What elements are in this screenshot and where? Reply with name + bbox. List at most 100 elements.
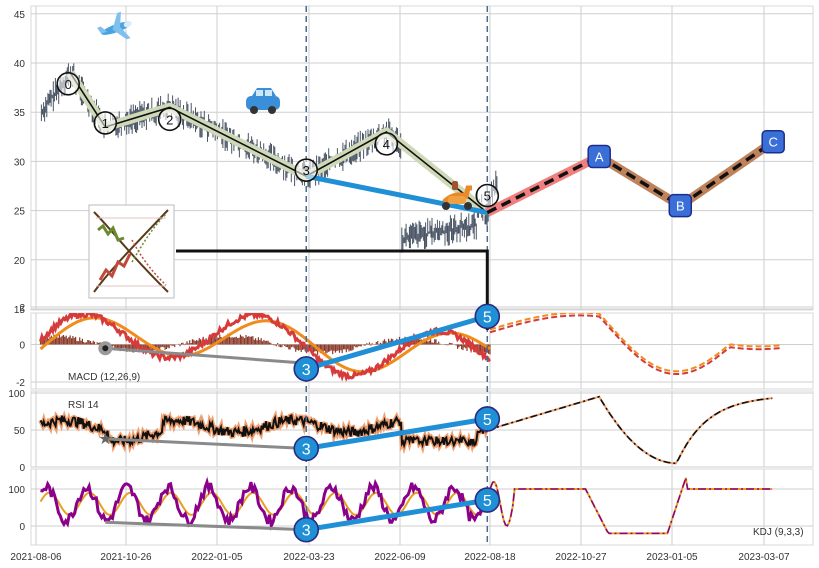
projection-dash-2 xyxy=(679,140,775,208)
projection-badge-text: C xyxy=(769,135,778,150)
wave-label-circle xyxy=(56,72,80,96)
series xyxy=(38,63,781,535)
wave-label-text: 5 xyxy=(484,189,491,204)
inset-thumbnail xyxy=(88,204,175,299)
macd-divergence-badge-5: 5 xyxy=(474,303,501,330)
rsi-grey-trendline xyxy=(105,437,307,450)
airplane-icon xyxy=(97,11,132,40)
projection-badge-text: B xyxy=(676,199,685,214)
price-blue-trendline xyxy=(305,173,488,216)
wave-label-circle xyxy=(157,107,182,132)
wave-label-circle xyxy=(93,111,118,135)
divergence-badge-circle xyxy=(293,356,320,382)
kdj-blue-trendline xyxy=(305,497,488,533)
rsi-panel-label: RSI 14 xyxy=(68,400,99,411)
wave-label-1: 1 xyxy=(93,111,118,135)
wave-overlay: ★ 0 1 2 3 4 5 A B C 3 5 3 5 3 5 xyxy=(56,6,785,545)
projection-badge-box xyxy=(587,144,611,169)
x-tick-label: 2023-03-07 xyxy=(738,552,790,563)
wave-label-text: 2 xyxy=(166,112,173,127)
wave-label-circle xyxy=(374,132,399,156)
macd-signal-line xyxy=(39,316,491,374)
rsi-divergence-badge-3: 3 xyxy=(293,435,320,462)
divergence-badge-circle xyxy=(293,516,320,543)
price-ytick-label: 45 xyxy=(14,10,26,21)
price-ytick-label: 25 xyxy=(14,207,26,218)
price-ytick-label: 15 xyxy=(14,305,26,316)
divergence-badge-circle xyxy=(293,435,320,462)
kdj-divergence-badge-3: 3 xyxy=(293,516,320,543)
wave-label-circle xyxy=(294,158,319,182)
x-tick-label: 2022-06-09 xyxy=(374,552,426,563)
rsi-projection xyxy=(487,395,773,465)
rsi-ytick-label: 50 xyxy=(14,426,26,437)
rsi-blue-trendline xyxy=(305,416,488,451)
price-ytick-label: 40 xyxy=(14,59,26,70)
kdj-k-line xyxy=(40,476,489,531)
rsi-line xyxy=(39,414,489,449)
projection-badge-A: A xyxy=(587,144,611,169)
wave-label-text: 4 xyxy=(383,137,390,152)
macd-divergence-badge-3: 3 xyxy=(293,356,320,382)
divergence-badge-text: 3 xyxy=(302,523,311,540)
projection-badge-B: B xyxy=(668,193,693,218)
x-tick-label: 2021-08-06 xyxy=(10,552,62,563)
divergence-badge-text: 3 xyxy=(302,442,311,459)
macd-ytick-label: 0 xyxy=(19,341,25,352)
divergence-badge-circle xyxy=(474,487,501,513)
wave-label-text: 3 xyxy=(303,163,310,178)
rsi-divergence-badge-5: 5 xyxy=(474,406,501,432)
macd-ytick-label: -2 xyxy=(16,378,25,389)
rsi-ytick-label: 0 xyxy=(19,463,25,474)
x-tick-label: 2023-01-05 xyxy=(646,552,698,563)
divergence-badge-text: 5 xyxy=(483,493,492,510)
projection-band-1 xyxy=(596,152,683,210)
macd-grey-dot xyxy=(102,345,109,352)
macd-projection-signal xyxy=(489,313,781,373)
car-icon xyxy=(246,88,280,114)
wave-label-5: 5 xyxy=(475,183,500,208)
x-tick-label: 2022-08-18 xyxy=(464,552,516,563)
macd-projection-line xyxy=(489,314,781,375)
wave-label-0: 0 xyxy=(56,72,80,96)
kdj-grey-trendline xyxy=(105,520,307,532)
wave-label-3: 3 xyxy=(294,158,319,182)
kdj-projection-k xyxy=(486,477,773,535)
divergence-badge-circle xyxy=(474,406,501,432)
divergence-badge-text: 5 xyxy=(483,412,492,429)
projection-badge-box xyxy=(668,193,693,218)
price-ytick-label: 20 xyxy=(14,256,26,267)
divergence-badge-circle xyxy=(474,303,501,330)
rsi-ytick-label: 100 xyxy=(8,389,25,400)
wave-label-4: 4 xyxy=(374,132,399,156)
x-tick-label: 2022-03-23 xyxy=(283,552,335,563)
macd-blue-trendline xyxy=(305,313,488,372)
x-tick-label: 2022-01-05 xyxy=(191,552,243,563)
wave-label-2: 2 xyxy=(157,107,182,132)
projection-dash-0 xyxy=(486,154,600,215)
kdj-divergence-badge-5: 5 xyxy=(474,487,501,513)
kdj-ytick-label: 0 xyxy=(19,522,25,533)
rsi-star-marker: ★ xyxy=(98,431,112,448)
x-tick-label: 2021-10-26 xyxy=(100,552,152,563)
divergence-badge-text: 3 xyxy=(302,362,311,379)
macd-grey-trendline xyxy=(105,346,307,365)
kdj-panel-label: KDJ (9,3,3) xyxy=(753,527,804,538)
wave-label-text: 0 xyxy=(65,77,72,92)
macd-ytick-label: 2 xyxy=(19,303,25,314)
divergence-badge-text: 5 xyxy=(483,309,492,326)
scooter-icon xyxy=(442,181,472,210)
projection-badge-text: A xyxy=(595,149,604,164)
kdj-panel-frame xyxy=(30,468,814,546)
x-tick-label: 2022-10-27 xyxy=(555,552,607,563)
price-ytick-label: 30 xyxy=(14,157,26,168)
macd-panel-label: MACD (12,26,9) xyxy=(68,372,140,383)
projection-badge-C: C xyxy=(761,129,785,154)
wave-label-text: 1 xyxy=(102,116,109,131)
price-ytick-label: 35 xyxy=(14,108,26,119)
kdj-ytick-label: 100 xyxy=(8,485,25,496)
wave-label-circle xyxy=(475,183,500,208)
projection-badge-box xyxy=(761,129,785,154)
